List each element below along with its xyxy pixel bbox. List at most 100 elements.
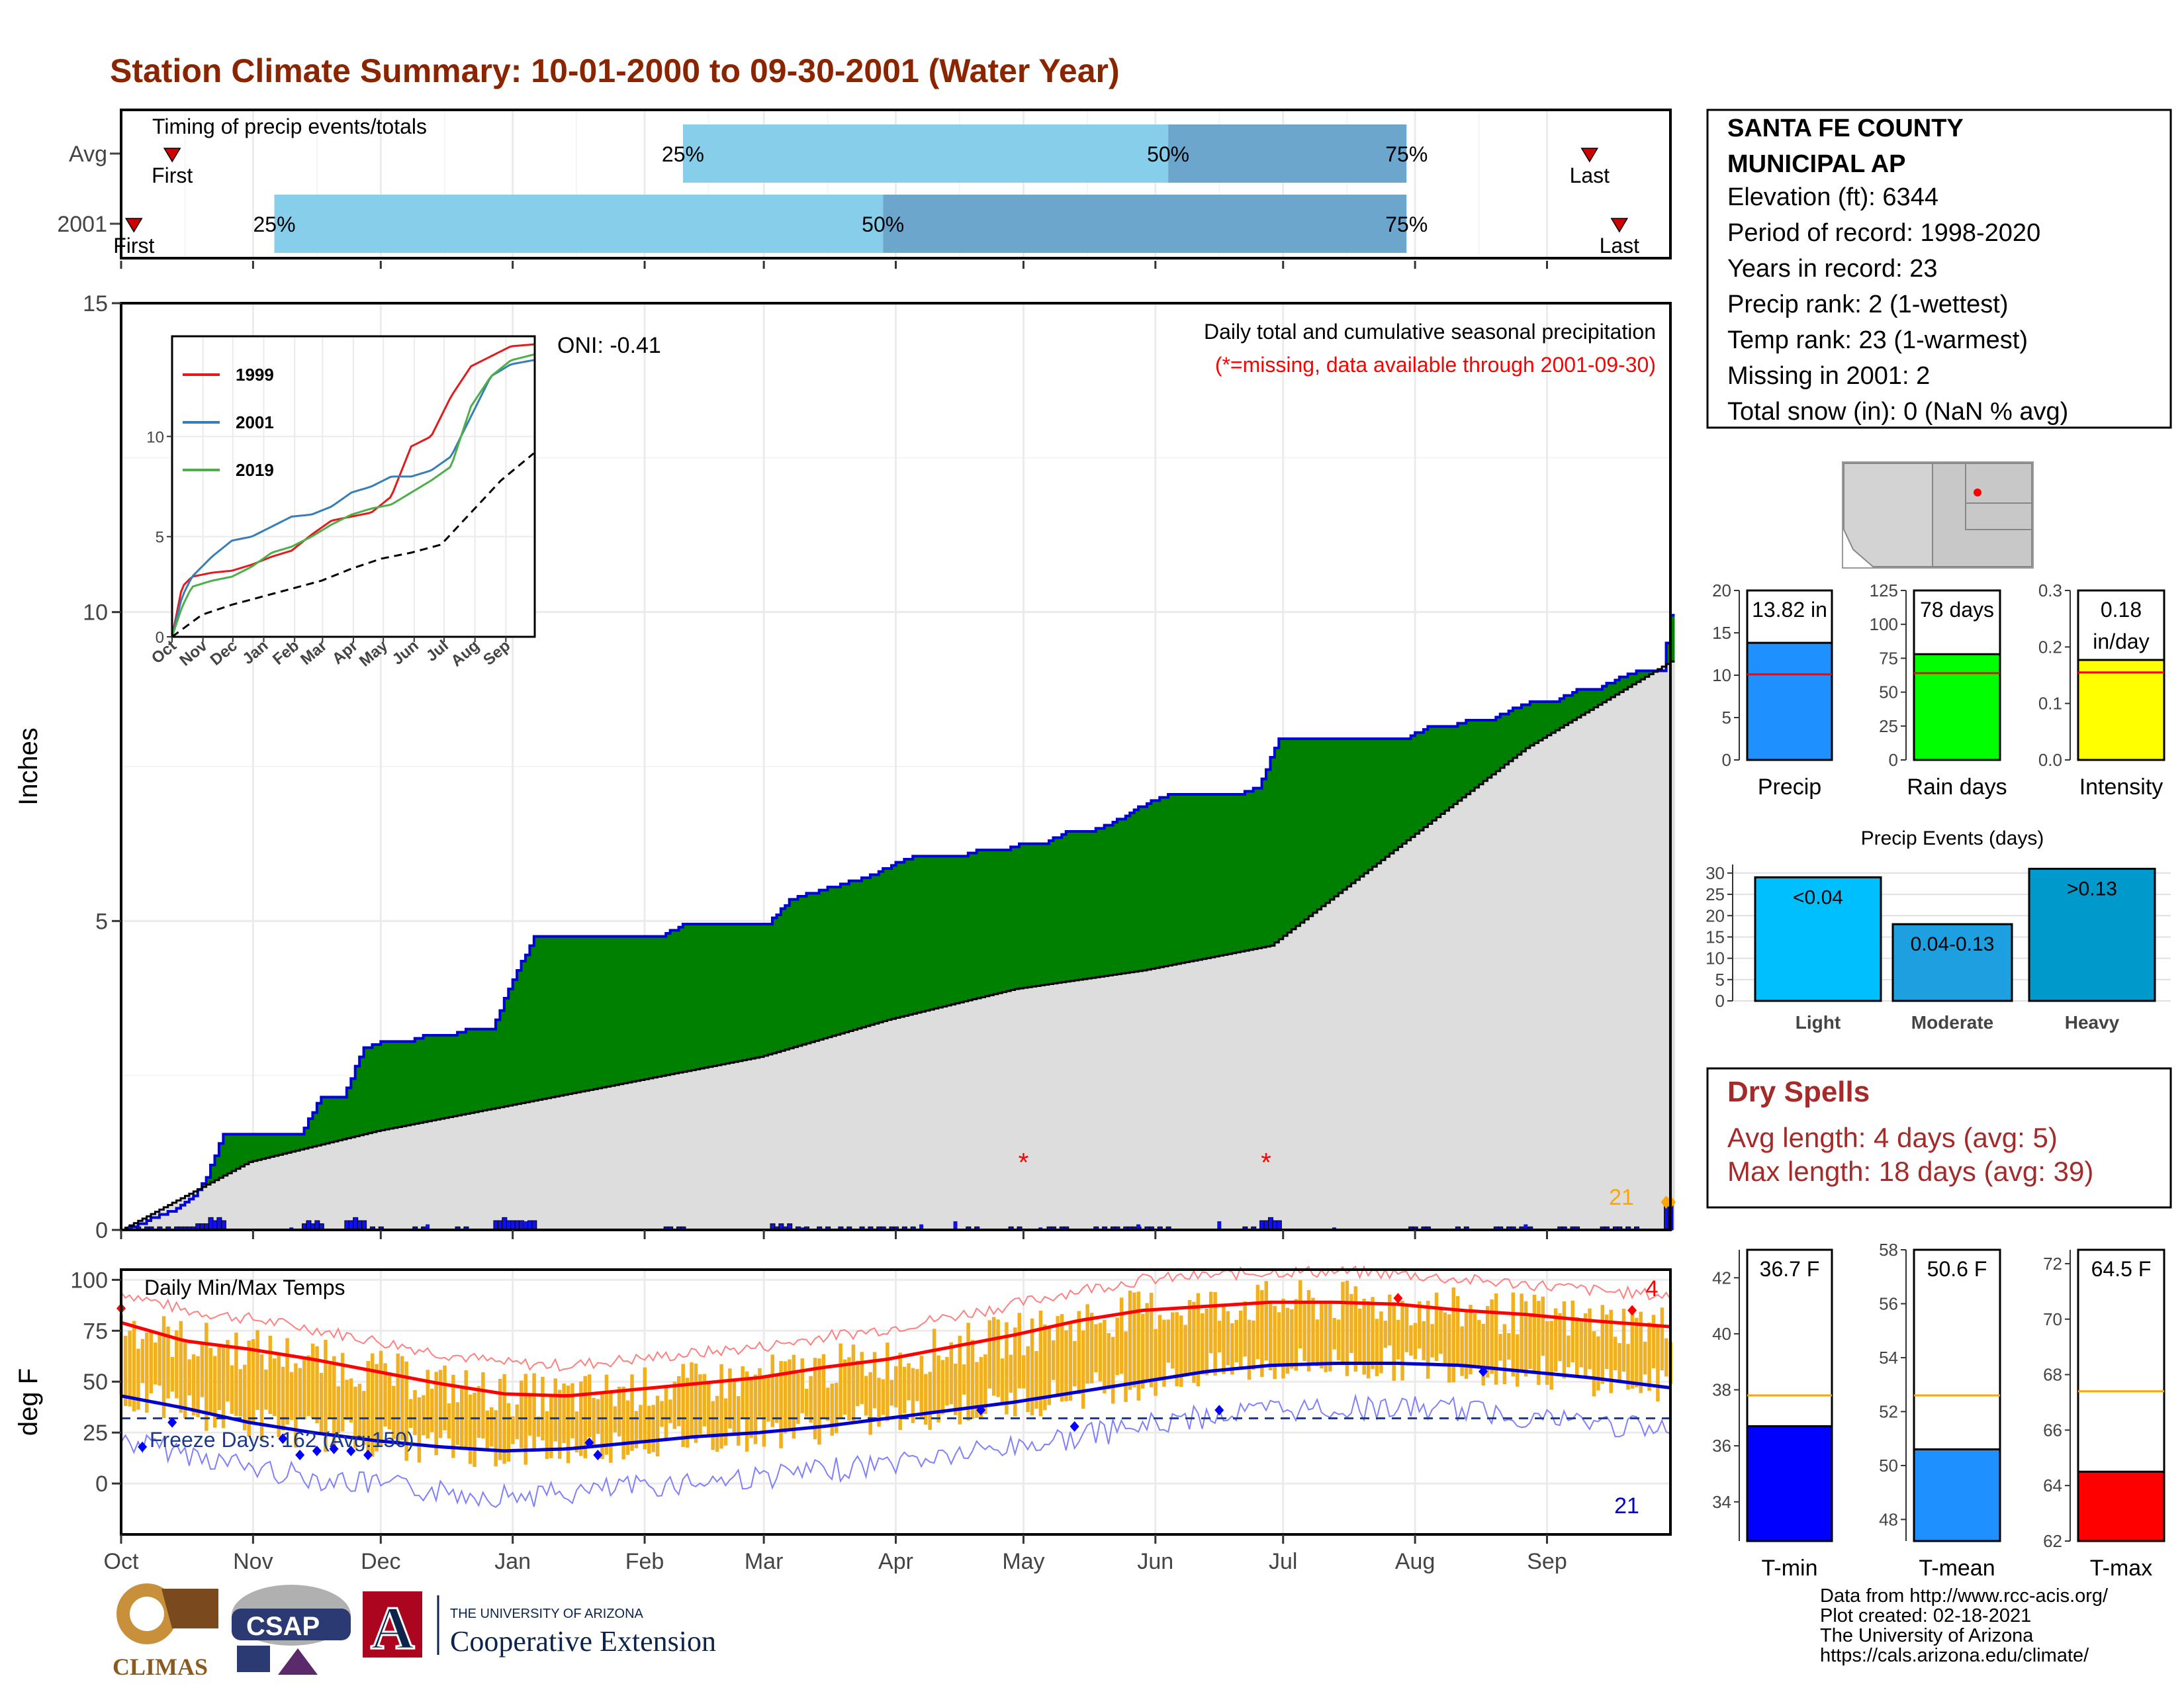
daily-temp-bar	[1349, 1293, 1353, 1353]
station-elevation: Elevation (ft): 6344	[1727, 183, 1938, 211]
summary-ytick-label: 75	[1879, 648, 1898, 668]
record-low-marker	[329, 1443, 339, 1454]
daily-temp-bar	[464, 1370, 468, 1450]
record-max-line	[120, 1265, 1671, 1372]
daily-temp-bar	[1647, 1322, 1651, 1391]
record-low-marker	[278, 1433, 288, 1444]
daily-temp-bar	[183, 1340, 187, 1419]
daily-temp-bar	[511, 1416, 515, 1444]
daily-temp-bar	[328, 1364, 332, 1419]
record-high-marker	[1627, 1305, 1637, 1316]
daily-temp-bar	[422, 1395, 426, 1436]
record-low-marker	[1069, 1421, 1079, 1432]
daily-temp-bar	[1447, 1314, 1451, 1383]
daily-temp-bar	[991, 1317, 996, 1396]
record-low-marker	[1214, 1405, 1224, 1416]
cumulative-inset: 1999200120190510OctNovDecJanFebMarAprMay…	[146, 335, 536, 671]
daily-temp-bar	[1060, 1314, 1064, 1402]
daily-temp-bar	[468, 1394, 473, 1464]
trace-bar	[426, 1224, 430, 1230]
timing-last-marker	[1610, 218, 1629, 233]
daily-temp-bar	[1043, 1324, 1047, 1411]
ua-logo-letter: A	[371, 1594, 414, 1662]
temp-xtick-label: Jun	[1137, 1549, 1173, 1574]
oni-label: ONI: -0.41	[557, 333, 661, 358]
daily-temp-bar	[426, 1370, 430, 1438]
inset-legend-label: 2001	[236, 412, 274, 432]
temp-xtick-label: Jan	[494, 1549, 531, 1574]
daily-temp-bar	[962, 1364, 966, 1395]
daily-temp-bar	[1290, 1309, 1294, 1369]
station-years: Years in record: 23	[1727, 255, 1938, 283]
daily-temp-bar	[741, 1366, 745, 1418]
temp-bar-ytick-label: 64	[2043, 1476, 2062, 1495]
temp-bar-ytick-label: 34	[1712, 1492, 1731, 1512]
temp-ytick-label: 100	[70, 1268, 108, 1293]
temp-bar-ytick-label: 54	[1879, 1348, 1898, 1368]
cumulative-line	[121, 614, 1675, 1231]
daily-temp-bar	[945, 1356, 949, 1406]
timing-bar-light	[274, 195, 884, 253]
daily-temp-bar	[1413, 1323, 1418, 1360]
daily-temp-bar	[877, 1378, 881, 1427]
events-category-label: Light	[1796, 1012, 1841, 1033]
daily-temp-bar	[987, 1320, 991, 1389]
daily-temp-bar	[140, 1338, 145, 1383]
daily-temp-bar	[970, 1340, 975, 1419]
daily-temp-bar	[1103, 1319, 1107, 1393]
daily-temp-bar	[1494, 1293, 1498, 1385]
temp-bar-ytick-label: 42	[1712, 1268, 1731, 1288]
daily-temp-bar	[1404, 1303, 1409, 1352]
daily-temp-bar	[1422, 1321, 1426, 1360]
trace-bar	[1217, 1221, 1222, 1230]
daily-temp-bar	[894, 1366, 898, 1408]
record-low-marker	[346, 1445, 356, 1456]
daily-precip-bar	[1276, 1220, 1282, 1231]
events-bar-value-label: >0.13	[2067, 878, 2117, 900]
daily-temp-bar	[1213, 1291, 1217, 1376]
daily-temp-bar	[226, 1340, 230, 1402]
daily-temp-bar	[1021, 1355, 1026, 1389]
daily-temp-bar	[259, 1354, 264, 1440]
daily-temp-bar	[434, 1372, 438, 1456]
daily-temp-bar	[949, 1342, 954, 1405]
daily-temp-bar	[1336, 1319, 1341, 1360]
daily-temp-bar	[264, 1370, 268, 1410]
events-category-label: Moderate	[1911, 1012, 1993, 1033]
daily-temp-bar	[175, 1330, 179, 1399]
events-ytick-label: 15	[1706, 927, 1725, 947]
climas-logo: CLIMAS	[113, 1583, 218, 1680]
temp-bar-0	[1746, 1425, 1833, 1542]
daily-temp-bar	[1485, 1306, 1490, 1378]
events-title: Precip Events (days)	[1861, 827, 2044, 849]
daily-temp-bar	[247, 1340, 251, 1437]
daily-temp-bar	[1145, 1303, 1149, 1381]
precip-ytick-label: 15	[83, 291, 108, 316]
daily-temp-bar	[400, 1356, 404, 1440]
temp-bar-1	[1913, 1448, 2001, 1542]
daily-temp-bar	[170, 1356, 175, 1392]
daily-temp-bar	[520, 1380, 523, 1448]
daily-temp-bar	[1660, 1307, 1664, 1371]
daily-temp-bar	[1464, 1311, 1469, 1379]
daily-temp-bar	[1234, 1319, 1239, 1363]
daily-temp-bar	[1260, 1289, 1264, 1378]
daily-temp-bar	[1119, 1297, 1124, 1374]
daily-temp-bar	[315, 1346, 319, 1424]
daily-precip-bar	[531, 1220, 537, 1231]
daily-temp-bar	[1511, 1292, 1516, 1377]
daily-temp-bar	[132, 1321, 136, 1412]
daily-temp-bar	[660, 1401, 664, 1427]
inset-ytick-label: 5	[156, 529, 164, 547]
daily-temp-bar	[1409, 1325, 1413, 1356]
temp-xtick-label: Jul	[1269, 1549, 1297, 1574]
daily-temp-bar	[289, 1372, 294, 1421]
temp-xtick-label: Aug	[1395, 1549, 1435, 1574]
daily-temp-bar	[1455, 1295, 1460, 1364]
daily-temp-bar	[851, 1344, 856, 1421]
summary-bar-label: Rain days	[1907, 774, 2007, 800]
daily-temp-bar	[783, 1361, 788, 1434]
inset-legend-label: 1999	[236, 365, 274, 385]
precip-ylabel: Inches	[14, 727, 43, 806]
daily-temp-bar	[570, 1383, 574, 1438]
